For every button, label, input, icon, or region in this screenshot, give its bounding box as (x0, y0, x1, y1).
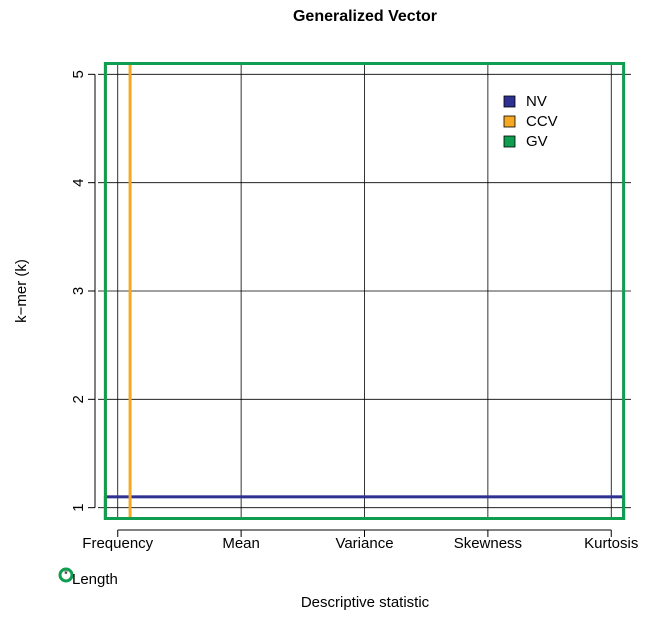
data-rect (103, 62, 626, 520)
x-tick-label: Skewness (454, 535, 522, 552)
y-tick-label: 4 (70, 178, 87, 186)
x-axis-label: Descriptive statistic (301, 594, 430, 611)
y-tick-label: 3 (70, 287, 87, 295)
y-tick-label: 5 (70, 70, 87, 78)
x-tick-label: Frequency (82, 535, 153, 552)
x-tick-label: Kurtosis (584, 535, 638, 552)
annotation: Length (72, 571, 118, 588)
chart-title: Generalized Vector (293, 8, 437, 25)
legend-swatch (503, 115, 516, 128)
x-tick-label: Mean (222, 535, 260, 552)
annotation-icon-star: * (64, 570, 68, 581)
y-tick-label: 2 (70, 395, 87, 403)
legend-swatch (503, 95, 516, 108)
legend-label: NV (526, 93, 547, 110)
y-axis-label: k−mer (k) (13, 259, 30, 323)
x-tick-label: Variance (335, 535, 393, 552)
legend-label: CCV (526, 113, 558, 130)
legend-label: GV (526, 133, 548, 150)
y-tick-label: 1 (70, 503, 87, 511)
annotation-icon (58, 567, 74, 583)
legend-swatch (503, 135, 516, 148)
